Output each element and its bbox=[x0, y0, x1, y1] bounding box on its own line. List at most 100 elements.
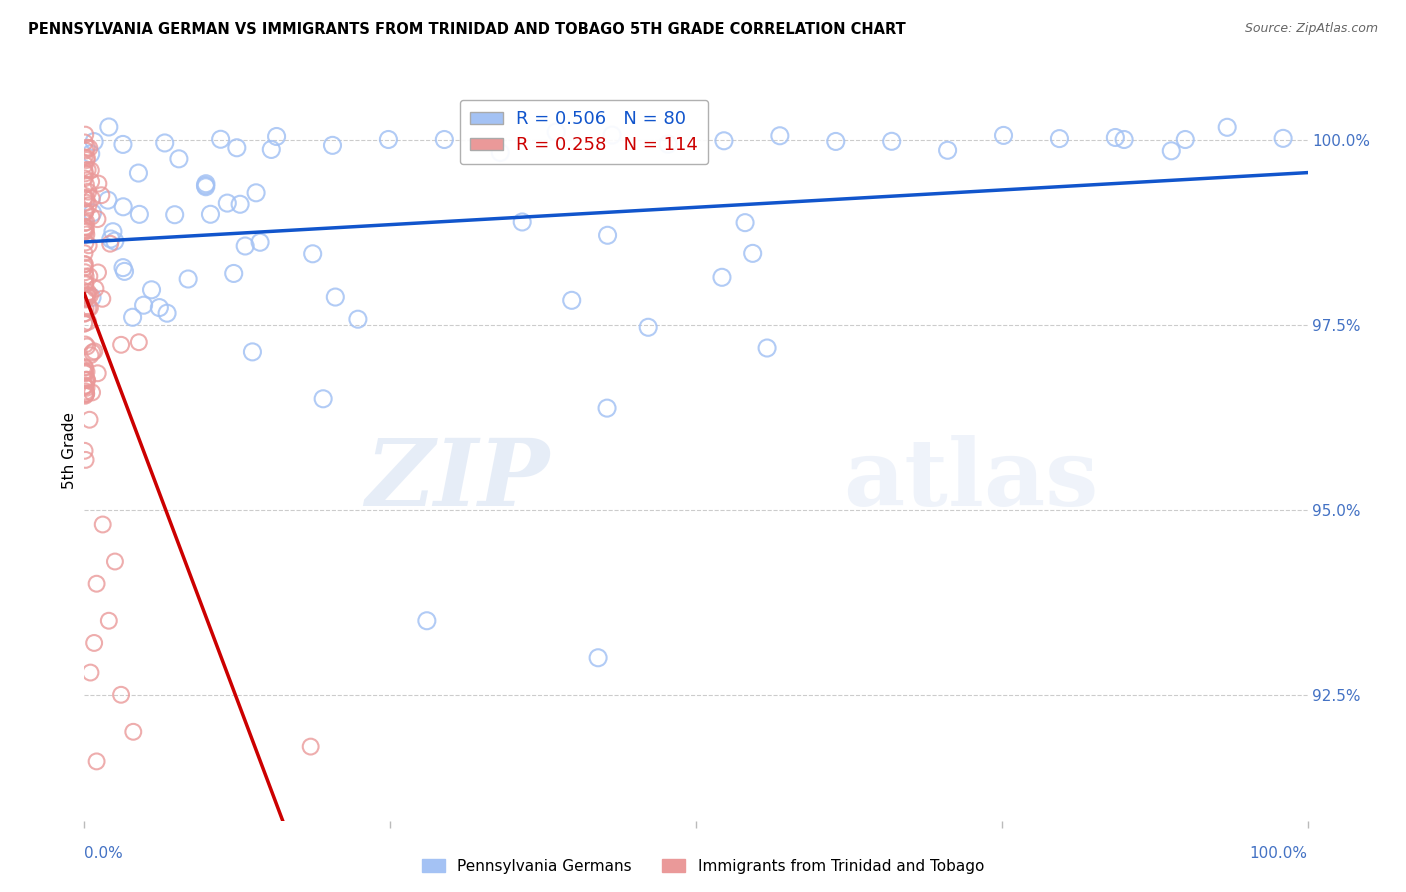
Point bbox=[75, 337, 97, 351]
Point bbox=[79, 141, 101, 155]
Point bbox=[245, 186, 267, 200]
Point bbox=[217, 196, 239, 211]
Y-axis label: 5th Grade: 5th Grade bbox=[62, 412, 77, 489]
Point bbox=[111, 137, 134, 152]
Point bbox=[83, 344, 105, 359]
Point bbox=[194, 178, 217, 193]
Point bbox=[76, 288, 98, 302]
Point bbox=[1104, 130, 1126, 145]
Point bbox=[75, 204, 97, 219]
Point bbox=[163, 208, 186, 222]
Point bbox=[112, 200, 135, 214]
Point bbox=[75, 220, 97, 235]
Point bbox=[73, 379, 96, 393]
Point bbox=[76, 151, 98, 165]
Point bbox=[596, 228, 619, 243]
Point bbox=[128, 207, 150, 221]
Point bbox=[82, 345, 104, 359]
Point bbox=[75, 387, 97, 401]
Point bbox=[97, 614, 120, 628]
Point bbox=[741, 246, 763, 260]
Point bbox=[73, 222, 96, 236]
Point bbox=[321, 138, 343, 153]
Text: PENNSYLVANIA GERMAN VS IMMIGRANTS FROM TRINIDAD AND TOBAGO 5TH GRADE CORRELATION: PENNSYLVANIA GERMAN VS IMMIGRANTS FROM T… bbox=[28, 22, 905, 37]
Point bbox=[75, 367, 97, 381]
Point bbox=[100, 232, 122, 246]
Point bbox=[80, 290, 103, 304]
Point bbox=[75, 389, 97, 403]
Point bbox=[194, 179, 217, 194]
Point bbox=[993, 128, 1015, 143]
Point bbox=[79, 301, 101, 315]
Point bbox=[127, 166, 149, 180]
Point bbox=[75, 269, 97, 284]
Point bbox=[76, 153, 98, 167]
Point bbox=[148, 301, 170, 315]
Point bbox=[416, 614, 439, 628]
Point bbox=[75, 224, 97, 238]
Point bbox=[83, 135, 105, 149]
Point bbox=[222, 267, 245, 281]
Legend: R = 0.506   N = 80, R = 0.258   N = 114: R = 0.506 N = 80, R = 0.258 N = 114 bbox=[460, 100, 709, 164]
Point bbox=[111, 260, 134, 275]
Point bbox=[312, 392, 335, 406]
Point bbox=[76, 381, 98, 395]
Point bbox=[73, 163, 96, 178]
Point bbox=[75, 293, 97, 307]
Point bbox=[546, 125, 568, 139]
Point bbox=[177, 272, 200, 286]
Point bbox=[73, 206, 96, 220]
Point bbox=[86, 212, 108, 227]
Point bbox=[90, 188, 112, 202]
Text: ZIP: ZIP bbox=[366, 435, 550, 525]
Point bbox=[710, 270, 733, 285]
Point bbox=[880, 134, 903, 148]
Point bbox=[75, 235, 97, 250]
Legend: Pennsylvania Germans, Immigrants from Trinidad and Tobago: Pennsylvania Germans, Immigrants from Tr… bbox=[416, 853, 990, 880]
Point bbox=[80, 146, 103, 161]
Point bbox=[87, 366, 110, 380]
Point bbox=[600, 128, 623, 142]
Point bbox=[75, 276, 97, 290]
Point bbox=[73, 317, 96, 331]
Point bbox=[141, 283, 163, 297]
Point bbox=[110, 338, 132, 352]
Point bbox=[249, 235, 271, 250]
Point bbox=[104, 555, 127, 569]
Point bbox=[84, 282, 107, 296]
Point bbox=[80, 175, 103, 189]
Point bbox=[242, 344, 264, 359]
Point bbox=[76, 339, 98, 353]
Text: atlas: atlas bbox=[842, 435, 1098, 525]
Point bbox=[73, 379, 96, 393]
Point bbox=[209, 132, 232, 146]
Point bbox=[1174, 132, 1197, 146]
Point bbox=[79, 269, 101, 284]
Point bbox=[73, 192, 96, 206]
Point bbox=[77, 301, 100, 316]
Point bbox=[73, 190, 96, 204]
Point bbox=[73, 317, 96, 331]
Point bbox=[73, 364, 96, 378]
Point bbox=[79, 413, 101, 427]
Text: 0.0%: 0.0% bbox=[84, 846, 124, 861]
Point bbox=[824, 135, 846, 149]
Point bbox=[79, 288, 101, 302]
Point bbox=[76, 373, 98, 387]
Point bbox=[83, 636, 105, 650]
Point bbox=[323, 290, 346, 304]
Point bbox=[77, 285, 100, 300]
Point bbox=[73, 360, 96, 375]
Point bbox=[73, 166, 96, 180]
Point bbox=[97, 120, 120, 134]
Point bbox=[122, 724, 145, 739]
Point bbox=[75, 289, 97, 303]
Point bbox=[80, 210, 103, 224]
Point bbox=[1049, 131, 1071, 145]
Point bbox=[433, 132, 456, 146]
Text: Source: ZipAtlas.com: Source: ZipAtlas.com bbox=[1244, 22, 1378, 36]
Point bbox=[75, 227, 97, 242]
Point bbox=[510, 215, 533, 229]
Point bbox=[73, 360, 96, 375]
Point bbox=[75, 277, 97, 292]
